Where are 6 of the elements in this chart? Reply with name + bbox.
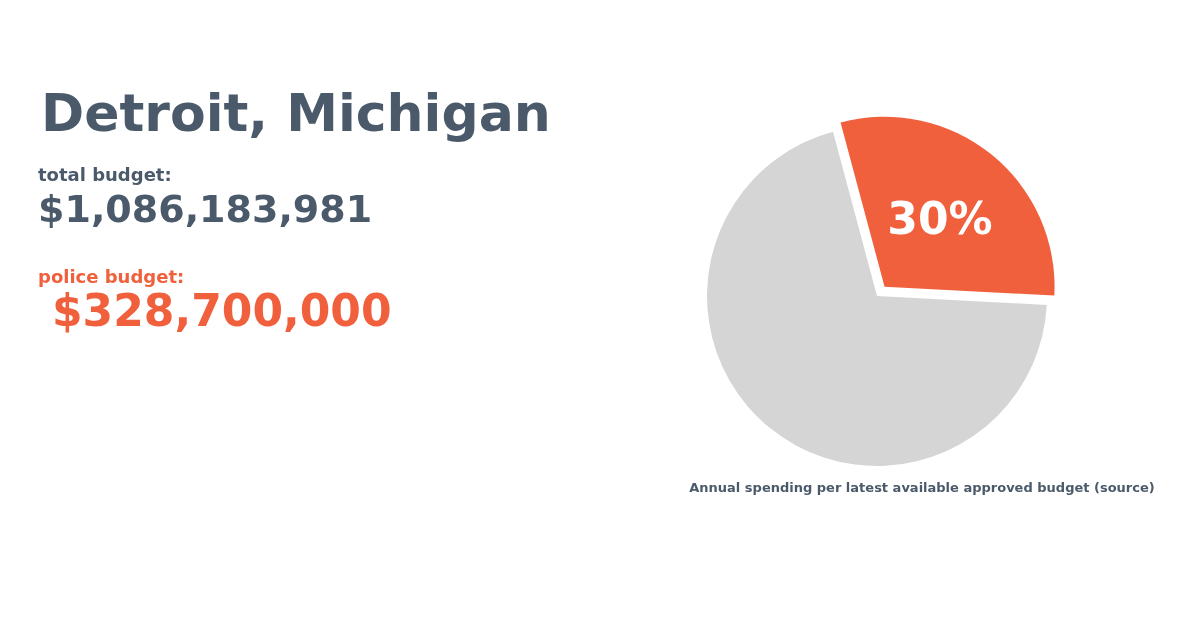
chart-title: Detroit, Michigan — [41, 83, 551, 143]
text: $1,086,183,981 — [38, 187, 373, 231]
data-label: 30% — [887, 192, 993, 244]
text: Annual spending per latest available approved budget (source) — [689, 480, 1155, 495]
text: police budget: — [38, 265, 185, 287]
text: total budget: — [38, 163, 172, 185]
